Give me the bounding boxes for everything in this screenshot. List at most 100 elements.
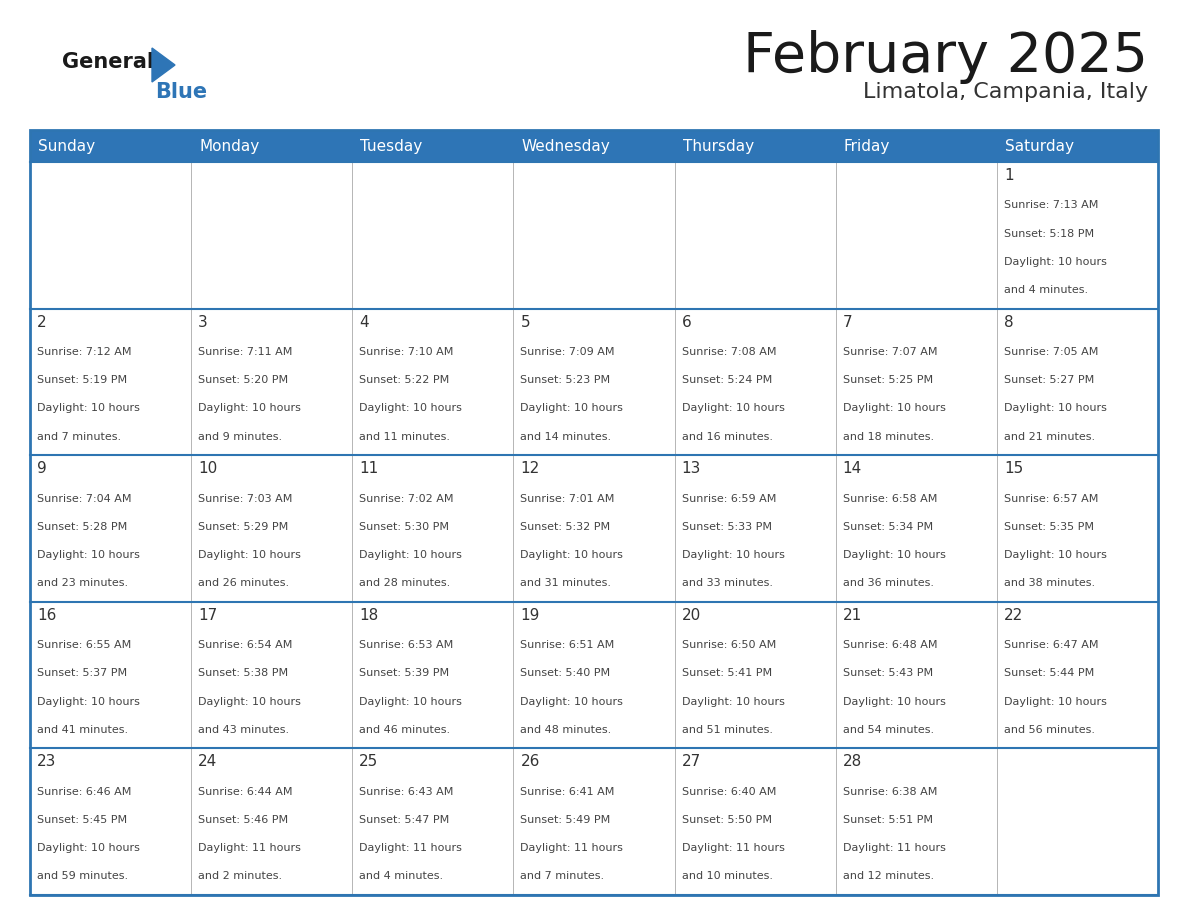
- Text: Sunrise: 7:07 AM: Sunrise: 7:07 AM: [842, 347, 937, 357]
- Text: and 10 minutes.: and 10 minutes.: [682, 871, 772, 881]
- Text: Sunset: 5:43 PM: Sunset: 5:43 PM: [842, 668, 933, 678]
- Text: Sunset: 5:49 PM: Sunset: 5:49 PM: [520, 815, 611, 825]
- Text: 9: 9: [37, 461, 46, 476]
- Text: Sunrise: 6:41 AM: Sunrise: 6:41 AM: [520, 787, 615, 797]
- Text: and 2 minutes.: and 2 minutes.: [198, 871, 283, 881]
- Text: Sunrise: 6:57 AM: Sunrise: 6:57 AM: [1004, 494, 1098, 504]
- Text: Wednesday: Wednesday: [522, 139, 611, 153]
- Text: Sunset: 5:19 PM: Sunset: 5:19 PM: [37, 375, 127, 386]
- Text: 12: 12: [520, 461, 539, 476]
- Text: Sunrise: 6:38 AM: Sunrise: 6:38 AM: [842, 787, 937, 797]
- Text: 25: 25: [359, 755, 379, 769]
- Text: Sunrise: 6:43 AM: Sunrise: 6:43 AM: [359, 787, 454, 797]
- Text: Sunrise: 6:46 AM: Sunrise: 6:46 AM: [37, 787, 132, 797]
- Text: and 36 minutes.: and 36 minutes.: [842, 578, 934, 588]
- Text: Sunset: 5:27 PM: Sunset: 5:27 PM: [1004, 375, 1094, 386]
- Text: Sunset: 5:29 PM: Sunset: 5:29 PM: [198, 521, 289, 532]
- Text: and 46 minutes.: and 46 minutes.: [359, 725, 450, 734]
- Text: Sunrise: 7:02 AM: Sunrise: 7:02 AM: [359, 494, 454, 504]
- Text: Sunrise: 6:59 AM: Sunrise: 6:59 AM: [682, 494, 776, 504]
- Text: Daylight: 10 hours: Daylight: 10 hours: [37, 550, 140, 560]
- Text: Sunrise: 6:53 AM: Sunrise: 6:53 AM: [359, 640, 454, 650]
- Text: Sunrise: 7:13 AM: Sunrise: 7:13 AM: [1004, 200, 1098, 210]
- Text: Sunrise: 7:10 AM: Sunrise: 7:10 AM: [359, 347, 454, 357]
- Text: Daylight: 10 hours: Daylight: 10 hours: [520, 550, 624, 560]
- Text: Daylight: 10 hours: Daylight: 10 hours: [520, 697, 624, 707]
- Text: and 18 minutes.: and 18 minutes.: [842, 431, 934, 442]
- Text: Daylight: 10 hours: Daylight: 10 hours: [1004, 257, 1107, 267]
- Text: Daylight: 10 hours: Daylight: 10 hours: [198, 550, 301, 560]
- Text: Thursday: Thursday: [683, 139, 753, 153]
- Text: and 21 minutes.: and 21 minutes.: [1004, 431, 1095, 442]
- Bar: [30, 162, 1158, 895]
- Text: 6: 6: [682, 315, 691, 330]
- Text: 21: 21: [842, 608, 862, 622]
- Text: Sunset: 5:41 PM: Sunset: 5:41 PM: [682, 668, 772, 678]
- Text: Sunset: 5:40 PM: Sunset: 5:40 PM: [520, 668, 611, 678]
- Text: 28: 28: [842, 755, 862, 769]
- Text: Sunset: 5:30 PM: Sunset: 5:30 PM: [359, 521, 449, 532]
- Text: and 48 minutes.: and 48 minutes.: [520, 725, 612, 734]
- Bar: [30, 130, 1158, 895]
- Text: Blue: Blue: [154, 82, 207, 102]
- Text: Sunset: 5:50 PM: Sunset: 5:50 PM: [682, 815, 771, 825]
- Text: and 38 minutes.: and 38 minutes.: [1004, 578, 1095, 588]
- Text: 3: 3: [198, 315, 208, 330]
- Text: Daylight: 11 hours: Daylight: 11 hours: [359, 844, 462, 853]
- Text: and 7 minutes.: and 7 minutes.: [37, 431, 121, 442]
- Text: Daylight: 10 hours: Daylight: 10 hours: [520, 403, 624, 413]
- Text: Sunset: 5:51 PM: Sunset: 5:51 PM: [842, 815, 933, 825]
- Text: and 4 minutes.: and 4 minutes.: [359, 871, 443, 881]
- Text: Daylight: 10 hours: Daylight: 10 hours: [682, 403, 784, 413]
- Text: Sunset: 5:39 PM: Sunset: 5:39 PM: [359, 668, 449, 678]
- Text: Sunset: 5:34 PM: Sunset: 5:34 PM: [842, 521, 933, 532]
- Text: 8: 8: [1004, 315, 1013, 330]
- Text: Sunset: 5:38 PM: Sunset: 5:38 PM: [198, 668, 289, 678]
- Text: 7: 7: [842, 315, 852, 330]
- Text: Sunrise: 6:58 AM: Sunrise: 6:58 AM: [842, 494, 937, 504]
- Text: Sunset: 5:44 PM: Sunset: 5:44 PM: [1004, 668, 1094, 678]
- Text: Sunset: 5:28 PM: Sunset: 5:28 PM: [37, 521, 127, 532]
- Text: and 11 minutes.: and 11 minutes.: [359, 431, 450, 442]
- Text: and 12 minutes.: and 12 minutes.: [842, 871, 934, 881]
- Text: 11: 11: [359, 461, 379, 476]
- Text: and 56 minutes.: and 56 minutes.: [1004, 725, 1095, 734]
- Text: Daylight: 10 hours: Daylight: 10 hours: [37, 844, 140, 853]
- Text: Daylight: 10 hours: Daylight: 10 hours: [1004, 403, 1107, 413]
- Text: Limatola, Campania, Italy: Limatola, Campania, Italy: [862, 82, 1148, 102]
- Text: Sunrise: 7:09 AM: Sunrise: 7:09 AM: [520, 347, 615, 357]
- Text: Daylight: 10 hours: Daylight: 10 hours: [198, 697, 301, 707]
- Text: Sunset: 5:45 PM: Sunset: 5:45 PM: [37, 815, 127, 825]
- Text: Daylight: 10 hours: Daylight: 10 hours: [359, 697, 462, 707]
- Text: Sunset: 5:46 PM: Sunset: 5:46 PM: [198, 815, 289, 825]
- Bar: [30, 130, 1158, 162]
- Text: Daylight: 10 hours: Daylight: 10 hours: [842, 697, 946, 707]
- Text: and 9 minutes.: and 9 minutes.: [198, 431, 283, 442]
- Text: 1: 1: [1004, 168, 1013, 183]
- Text: Sunrise: 6:40 AM: Sunrise: 6:40 AM: [682, 787, 776, 797]
- Text: 15: 15: [1004, 461, 1023, 476]
- Text: and 14 minutes.: and 14 minutes.: [520, 431, 612, 442]
- Text: 5: 5: [520, 315, 530, 330]
- Text: Sunrise: 6:47 AM: Sunrise: 6:47 AM: [1004, 640, 1099, 650]
- Text: and 41 minutes.: and 41 minutes.: [37, 725, 128, 734]
- Text: February 2025: February 2025: [742, 30, 1148, 84]
- Text: 13: 13: [682, 461, 701, 476]
- Text: Daylight: 10 hours: Daylight: 10 hours: [359, 403, 462, 413]
- Text: Daylight: 10 hours: Daylight: 10 hours: [1004, 697, 1107, 707]
- Text: Sunset: 5:25 PM: Sunset: 5:25 PM: [842, 375, 933, 386]
- Text: Tuesday: Tuesday: [360, 139, 423, 153]
- Text: 10: 10: [198, 461, 217, 476]
- Text: Daylight: 11 hours: Daylight: 11 hours: [520, 844, 624, 853]
- Text: Saturday: Saturday: [1005, 139, 1074, 153]
- Text: and 7 minutes.: and 7 minutes.: [520, 871, 605, 881]
- Text: Sunset: 5:24 PM: Sunset: 5:24 PM: [682, 375, 772, 386]
- Text: Sunrise: 7:11 AM: Sunrise: 7:11 AM: [198, 347, 292, 357]
- Text: Sunrise: 7:05 AM: Sunrise: 7:05 AM: [1004, 347, 1098, 357]
- Text: Sunrise: 7:08 AM: Sunrise: 7:08 AM: [682, 347, 776, 357]
- Text: Sunset: 5:37 PM: Sunset: 5:37 PM: [37, 668, 127, 678]
- Text: 26: 26: [520, 755, 539, 769]
- Text: 16: 16: [37, 608, 56, 622]
- Text: Sunrise: 7:01 AM: Sunrise: 7:01 AM: [520, 494, 615, 504]
- Text: and 23 minutes.: and 23 minutes.: [37, 578, 128, 588]
